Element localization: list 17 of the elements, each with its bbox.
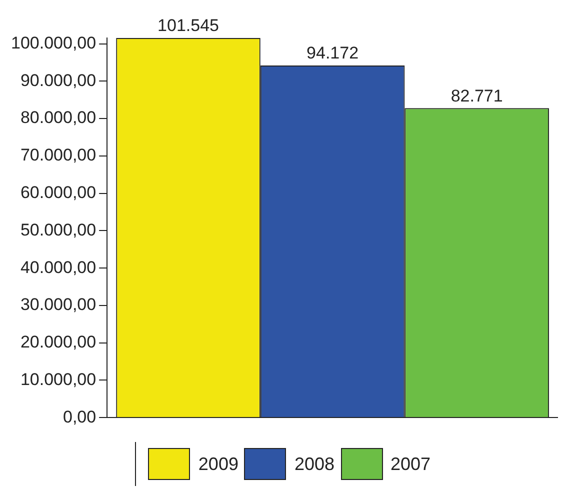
y-tick-label: 90.000,00 (20, 70, 96, 90)
legend-label: 2008 (294, 454, 335, 474)
y-tick-label: 70.000,00 (20, 146, 96, 165)
data-label: 82.771 (450, 86, 503, 106)
text: 2009 (198, 454, 238, 474)
y-tick-label: 30.000,00 (20, 295, 96, 314)
y-tick-label: 20.000,00 (20, 332, 96, 352)
y-tick-label: 100.000,00 (10, 33, 96, 52)
data-label: 101.545 (158, 16, 219, 36)
data-label: 94.172 (306, 44, 359, 63)
y-tick-label: 60.000,00 (20, 182, 96, 202)
y-tick-label: 10.000,00 (20, 370, 96, 389)
y-tick-label: 80.000,00 (20, 108, 96, 128)
legend-label: 2007 (390, 454, 431, 474)
y-tick-label: 40.000,00 (20, 258, 96, 277)
y-tick-label: 0,00 (62, 407, 96, 426)
y-tick-label: 50.000,00 (20, 220, 96, 240)
